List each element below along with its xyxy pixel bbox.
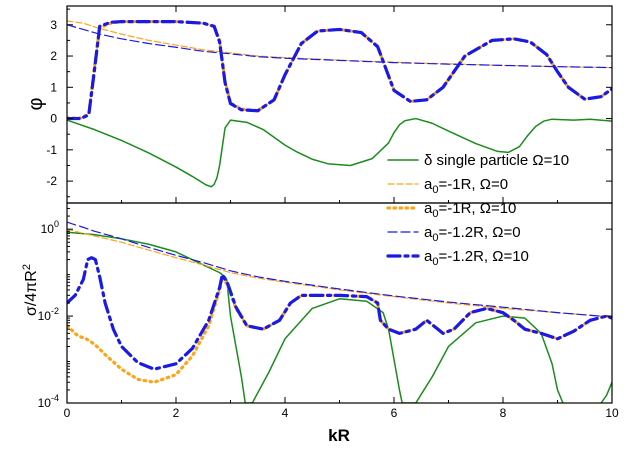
top-y-tick-label: 3 [50, 18, 57, 32]
bottom-series-group [67, 221, 612, 403]
bottom-x-tick-label: 8 [500, 406, 507, 420]
legend-label: a0=-1R, Ω=10 [424, 200, 516, 220]
bottom-y-tick-label: 10-2 [38, 306, 59, 323]
tick-base: 10 [38, 309, 52, 323]
top-y-axis-label: φ [25, 97, 47, 110]
legend-item-a12_w0: a0=-1.2R, Ω=0 [387, 224, 521, 244]
top-y-tick-label: 2 [50, 49, 57, 63]
bottom-x-tick-label: 2 [173, 406, 180, 420]
tick-exponent: -2 [51, 306, 59, 316]
legend-label: δ single particle Ω=10 [424, 152, 569, 169]
bottom-y-tick-label: 100 [41, 219, 59, 236]
tick-exponent: -4 [51, 393, 59, 403]
bottom-x-tick-label: 4 [282, 406, 289, 420]
x-axis-label: kR [328, 426, 350, 445]
bottom-series-delta-1 [600, 381, 612, 403]
top-y-tick-label: 1 [50, 80, 57, 94]
bottom-y-axis-label: σ/4πR2 [21, 264, 40, 316]
bottom-series-delta-0 [67, 231, 564, 403]
legend-label: a0=-1R, Ω=0 [424, 176, 508, 196]
bottom-x-tick-label: 10 [605, 406, 619, 420]
bottom-series-a12_w0-4 [67, 221, 612, 318]
legend-label: a0=-1.2R, Ω=10 [424, 248, 529, 268]
bottom-x-tick-label: 0 [64, 406, 71, 420]
legend-item-a1_w0: a0=-1R, Ω=0 [387, 176, 508, 196]
top-series-a1_w10-2 [67, 20, 612, 120]
top-y-tick-label: -1 [46, 143, 57, 157]
tick-base: 10 [38, 396, 52, 410]
top-y-tick-label: 0 [50, 112, 57, 126]
top-plot-frame [66, 5, 613, 204]
top-series-delta-0 [67, 117, 612, 188]
legend-item-a12_w10: a0=-1.2R, Ω=10 [386, 248, 529, 268]
bottom-series-a12_w10-5 [67, 256, 612, 371]
bottom-x-tick-label: 6 [391, 406, 398, 420]
top-series-a1_w0-1 [67, 20, 612, 69]
top-series-a12_w10-4 [67, 20, 612, 121]
tick-base: 10 [41, 222, 55, 236]
bottom-series-a1_w0-2 [67, 228, 612, 318]
legend-item-a1_w10: a0=-1R, Ω=10 [386, 200, 516, 220]
top-y-tick-label: -2 [46, 174, 57, 188]
tick-exponent: 0 [54, 219, 59, 229]
legend-label: a0=-1.2R, Ω=0 [424, 224, 521, 244]
top-series-group [67, 20, 612, 188]
bottom-plot-frame [66, 202, 613, 404]
top-series-a12_w0-3 [67, 24, 612, 69]
bottom-y-tick-label: 10-4 [38, 393, 59, 410]
legend-item-delta: δ single particle Ω=10 [387, 152, 569, 169]
legend: δ single particle Ω=10 a0=-1R, Ω=0 a0=-1R,… [386, 152, 569, 268]
